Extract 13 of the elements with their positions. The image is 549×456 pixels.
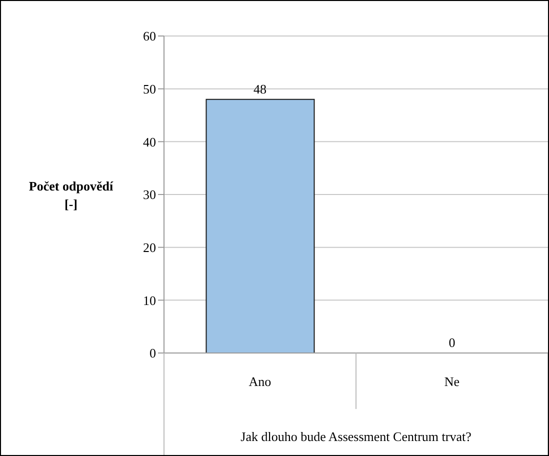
y-tick-label: 30 [143, 187, 156, 202]
y-tick-label: 20 [143, 240, 156, 255]
y-tick-label: 50 [143, 81, 156, 96]
x-tick-label: Ne [444, 374, 460, 389]
y-tick-label: 0 [150, 346, 156, 361]
y-tick-label: 60 [143, 28, 156, 44]
y-tick-label: 40 [143, 134, 156, 150]
data-label: 48 [254, 81, 266, 96]
data-label: 0 [448, 335, 456, 350]
x-tick-label: Ano [248, 374, 272, 389]
y-axis-title: Počet odpovědí [-] [28, 178, 114, 212]
x-axis-title: Jak dlouho bude Assessment Centrum trvat? [240, 429, 472, 444]
y-tick-label: 10 [143, 292, 156, 308]
